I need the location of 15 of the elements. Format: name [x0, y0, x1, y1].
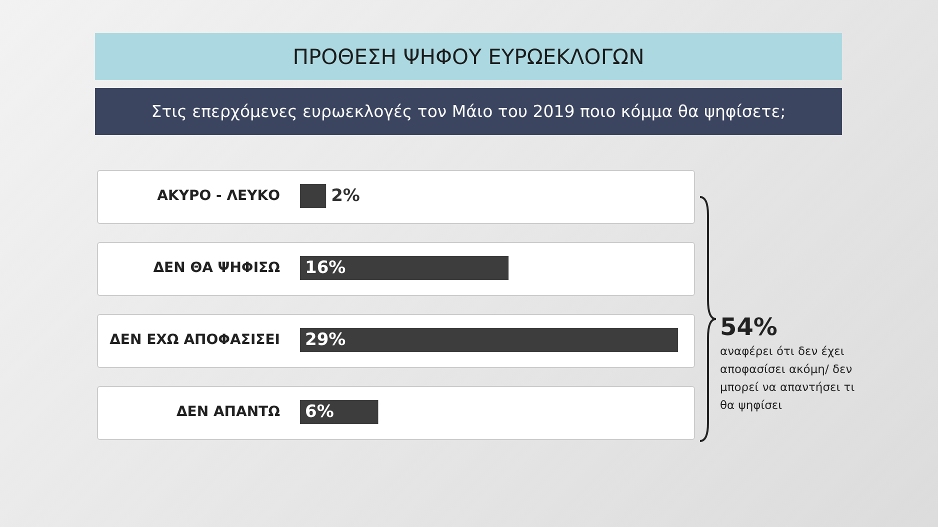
y-tick-label: ΔΕΝ ΕΧΩ ΑΠΟΦΑΣΙΣΕΙ	[110, 332, 280, 348]
y-tick-label: ΔΕΝ ΘΑ ΨΗΦΙΣΩ	[153, 260, 280, 276]
bar	[300, 256, 509, 280]
data-label: 2%	[331, 186, 360, 206]
bar	[300, 328, 678, 352]
data-label: 16%	[305, 258, 346, 278]
data-label: 6%	[305, 402, 334, 422]
y-tick-label: ΔΕΝ ΑΠΑΝΤΩ	[176, 404, 280, 420]
text: 54%	[720, 312, 778, 342]
chart-title: ΠΡΟΘΕΣΗ ΨΗΦΟΥ ΕΥΡΩΕΚΛΟΓΩΝ	[95, 33, 842, 80]
text: αναφέρει ότι δεν έχει αποφασίσει ακόμη/ δεν μπορεί να απαντήσει τι θα ψηφίσει	[720, 343, 856, 414]
data-label: 29%	[305, 330, 346, 350]
chart-subtitle: Στις επερχόμενες ευρωεκλογές τον Μάιο του 2019 ποιο κόμμα θα ψηφίσετε;	[95, 88, 842, 135]
bar	[300, 184, 326, 208]
y-tick-label: ΑΚΥΡΟ - ΛΕΥΚΟ	[157, 188, 280, 204]
